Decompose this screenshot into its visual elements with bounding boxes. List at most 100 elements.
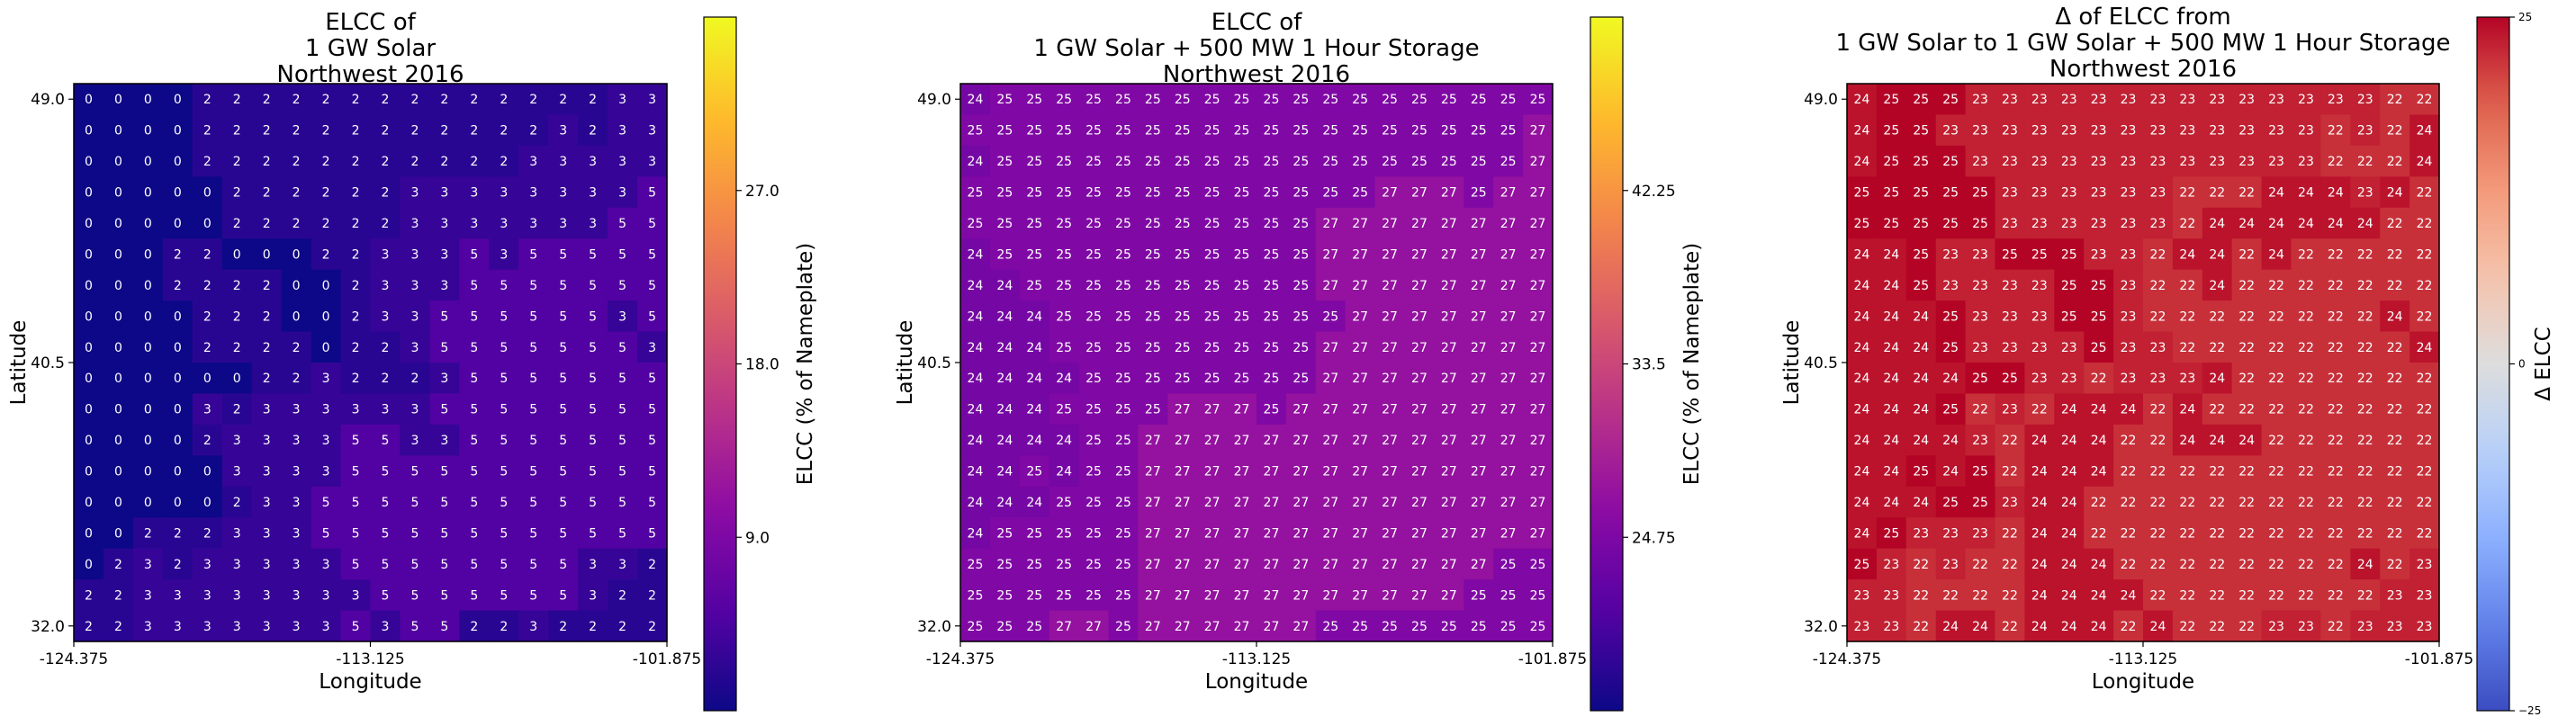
heatmap-cell [1167, 145, 1198, 177]
heatmap-cell [311, 455, 342, 488]
cell-label: 5 [470, 403, 478, 417]
heatmap-cell [132, 363, 164, 395]
heatmap-cell [429, 517, 460, 550]
cell-label: 25 [1234, 341, 1250, 355]
cell-label: 0 [114, 186, 122, 201]
cell-label: 25 [1175, 217, 1191, 231]
cell-label: 22 [2417, 434, 2433, 448]
cell-label: 25 [996, 155, 1013, 169]
cell-label: 25 [1085, 309, 1102, 324]
heatmap-cell [1227, 331, 1257, 363]
heatmap-cell [1019, 393, 1050, 426]
cell-label: 24 [1854, 372, 1870, 386]
cell-label: 25 [1293, 341, 1309, 355]
cell-label: 23 [2002, 155, 2018, 169]
cell-label: 27 [1352, 217, 1368, 231]
cell-label: 25 [1972, 496, 1988, 510]
cell-label: 2 [233, 186, 241, 201]
cell-label: 23 [2268, 155, 2284, 169]
cell-label: 27 [1500, 186, 1517, 201]
heatmap-cell [518, 145, 549, 177]
heatmap-cell [311, 207, 342, 239]
heatmap-cell [989, 363, 1021, 395]
cell-label: 24 [2061, 588, 2077, 603]
cell-label: 23 [2179, 93, 2195, 107]
cell-label: 5 [618, 403, 626, 417]
heatmap-cell [162, 424, 194, 456]
cell-label: 25 [996, 93, 1013, 107]
heatmap-cell [1434, 238, 1464, 271]
cell-label: 27 [1352, 341, 1368, 355]
cell-label: 2 [589, 124, 597, 139]
heatmap-cell [548, 145, 579, 177]
heatmap-cell [74, 517, 104, 550]
cell-label: 3 [144, 558, 152, 572]
cell-label: 2 [203, 309, 212, 324]
heatmap-cell [637, 486, 668, 518]
cell-label: 24 [2061, 465, 2077, 480]
heatmap-cell [1019, 300, 1050, 333]
heatmap-cell [340, 207, 372, 239]
heatmap-cell [1285, 269, 1317, 301]
cell-label: 22 [2209, 620, 2225, 634]
cell-label: 25 [1175, 247, 1191, 262]
cell-label: 0 [144, 279, 152, 293]
heatmap-cell [1256, 176, 1287, 209]
heatmap-cell [281, 238, 312, 271]
heatmap-cell [192, 207, 223, 239]
heatmap-cell [608, 269, 638, 301]
cell-label: 27 [1234, 620, 1250, 634]
cell-label: 0 [144, 247, 152, 262]
cell-label: 24 [2061, 496, 2077, 510]
cell-label: 2 [174, 247, 182, 262]
cell-label: 2 [589, 93, 597, 107]
heatmap-cell [989, 393, 1021, 426]
cell-label: 24 [1854, 155, 1870, 169]
cell-label: 25 [1175, 309, 1191, 324]
cell-label: 2 [233, 496, 241, 510]
heatmap-cell [311, 238, 342, 271]
cell-label: 27 [1293, 588, 1309, 603]
heatmap-cell [103, 424, 134, 456]
cell-label: 22 [2268, 558, 2284, 572]
heatmap-cell [400, 424, 430, 456]
cell-label: 25 [1264, 372, 1280, 386]
cell-label: 2 [263, 217, 271, 231]
heatmap-cell [1374, 363, 1406, 395]
cell-label: 3 [263, 496, 271, 510]
heatmap-cell [608, 393, 638, 426]
heatmap-cell [1464, 145, 1494, 177]
cell-label: 27 [1264, 526, 1280, 541]
cell-label: 23 [2150, 124, 2166, 139]
cell-label: 24 [996, 434, 1013, 448]
cell-label: 24 [2031, 496, 2048, 510]
cell-label: 2 [263, 372, 271, 386]
cell-label: 23 [2209, 93, 2225, 107]
cell-label: 2 [85, 588, 93, 603]
cell-label: 24 [1854, 496, 1870, 510]
heatmap-cell [311, 269, 342, 301]
cell-label: 2 [114, 620, 122, 634]
cell-label: 24 [2357, 217, 2373, 231]
heatmap-cell [1256, 114, 1287, 147]
heatmap-cell [340, 610, 372, 642]
heatmap-cell [960, 455, 991, 488]
cell-label: 2 [470, 93, 478, 107]
heatmap-cell [1167, 269, 1198, 301]
cell-label: 25 [1145, 217, 1161, 231]
cell-label: 22 [2179, 496, 2195, 510]
heatmap-cell [1404, 424, 1435, 456]
heatmap-cell [74, 393, 104, 426]
heatmap-cell [162, 331, 194, 363]
cell-label: 3 [263, 620, 271, 634]
cell-label: 3 [233, 620, 241, 634]
cell-label: 22 [2150, 496, 2166, 510]
heatmap-cell [1523, 238, 1554, 271]
heatmap-cell [578, 610, 608, 642]
cell-label: 3 [470, 186, 478, 201]
colorbar-tick-label: −25 [2518, 704, 2541, 717]
cell-label: 27 [1382, 372, 1398, 386]
heatmap-cell [1315, 238, 1347, 271]
cell-label: 25 [1854, 558, 1870, 572]
cell-label: 27 [1411, 434, 1428, 448]
